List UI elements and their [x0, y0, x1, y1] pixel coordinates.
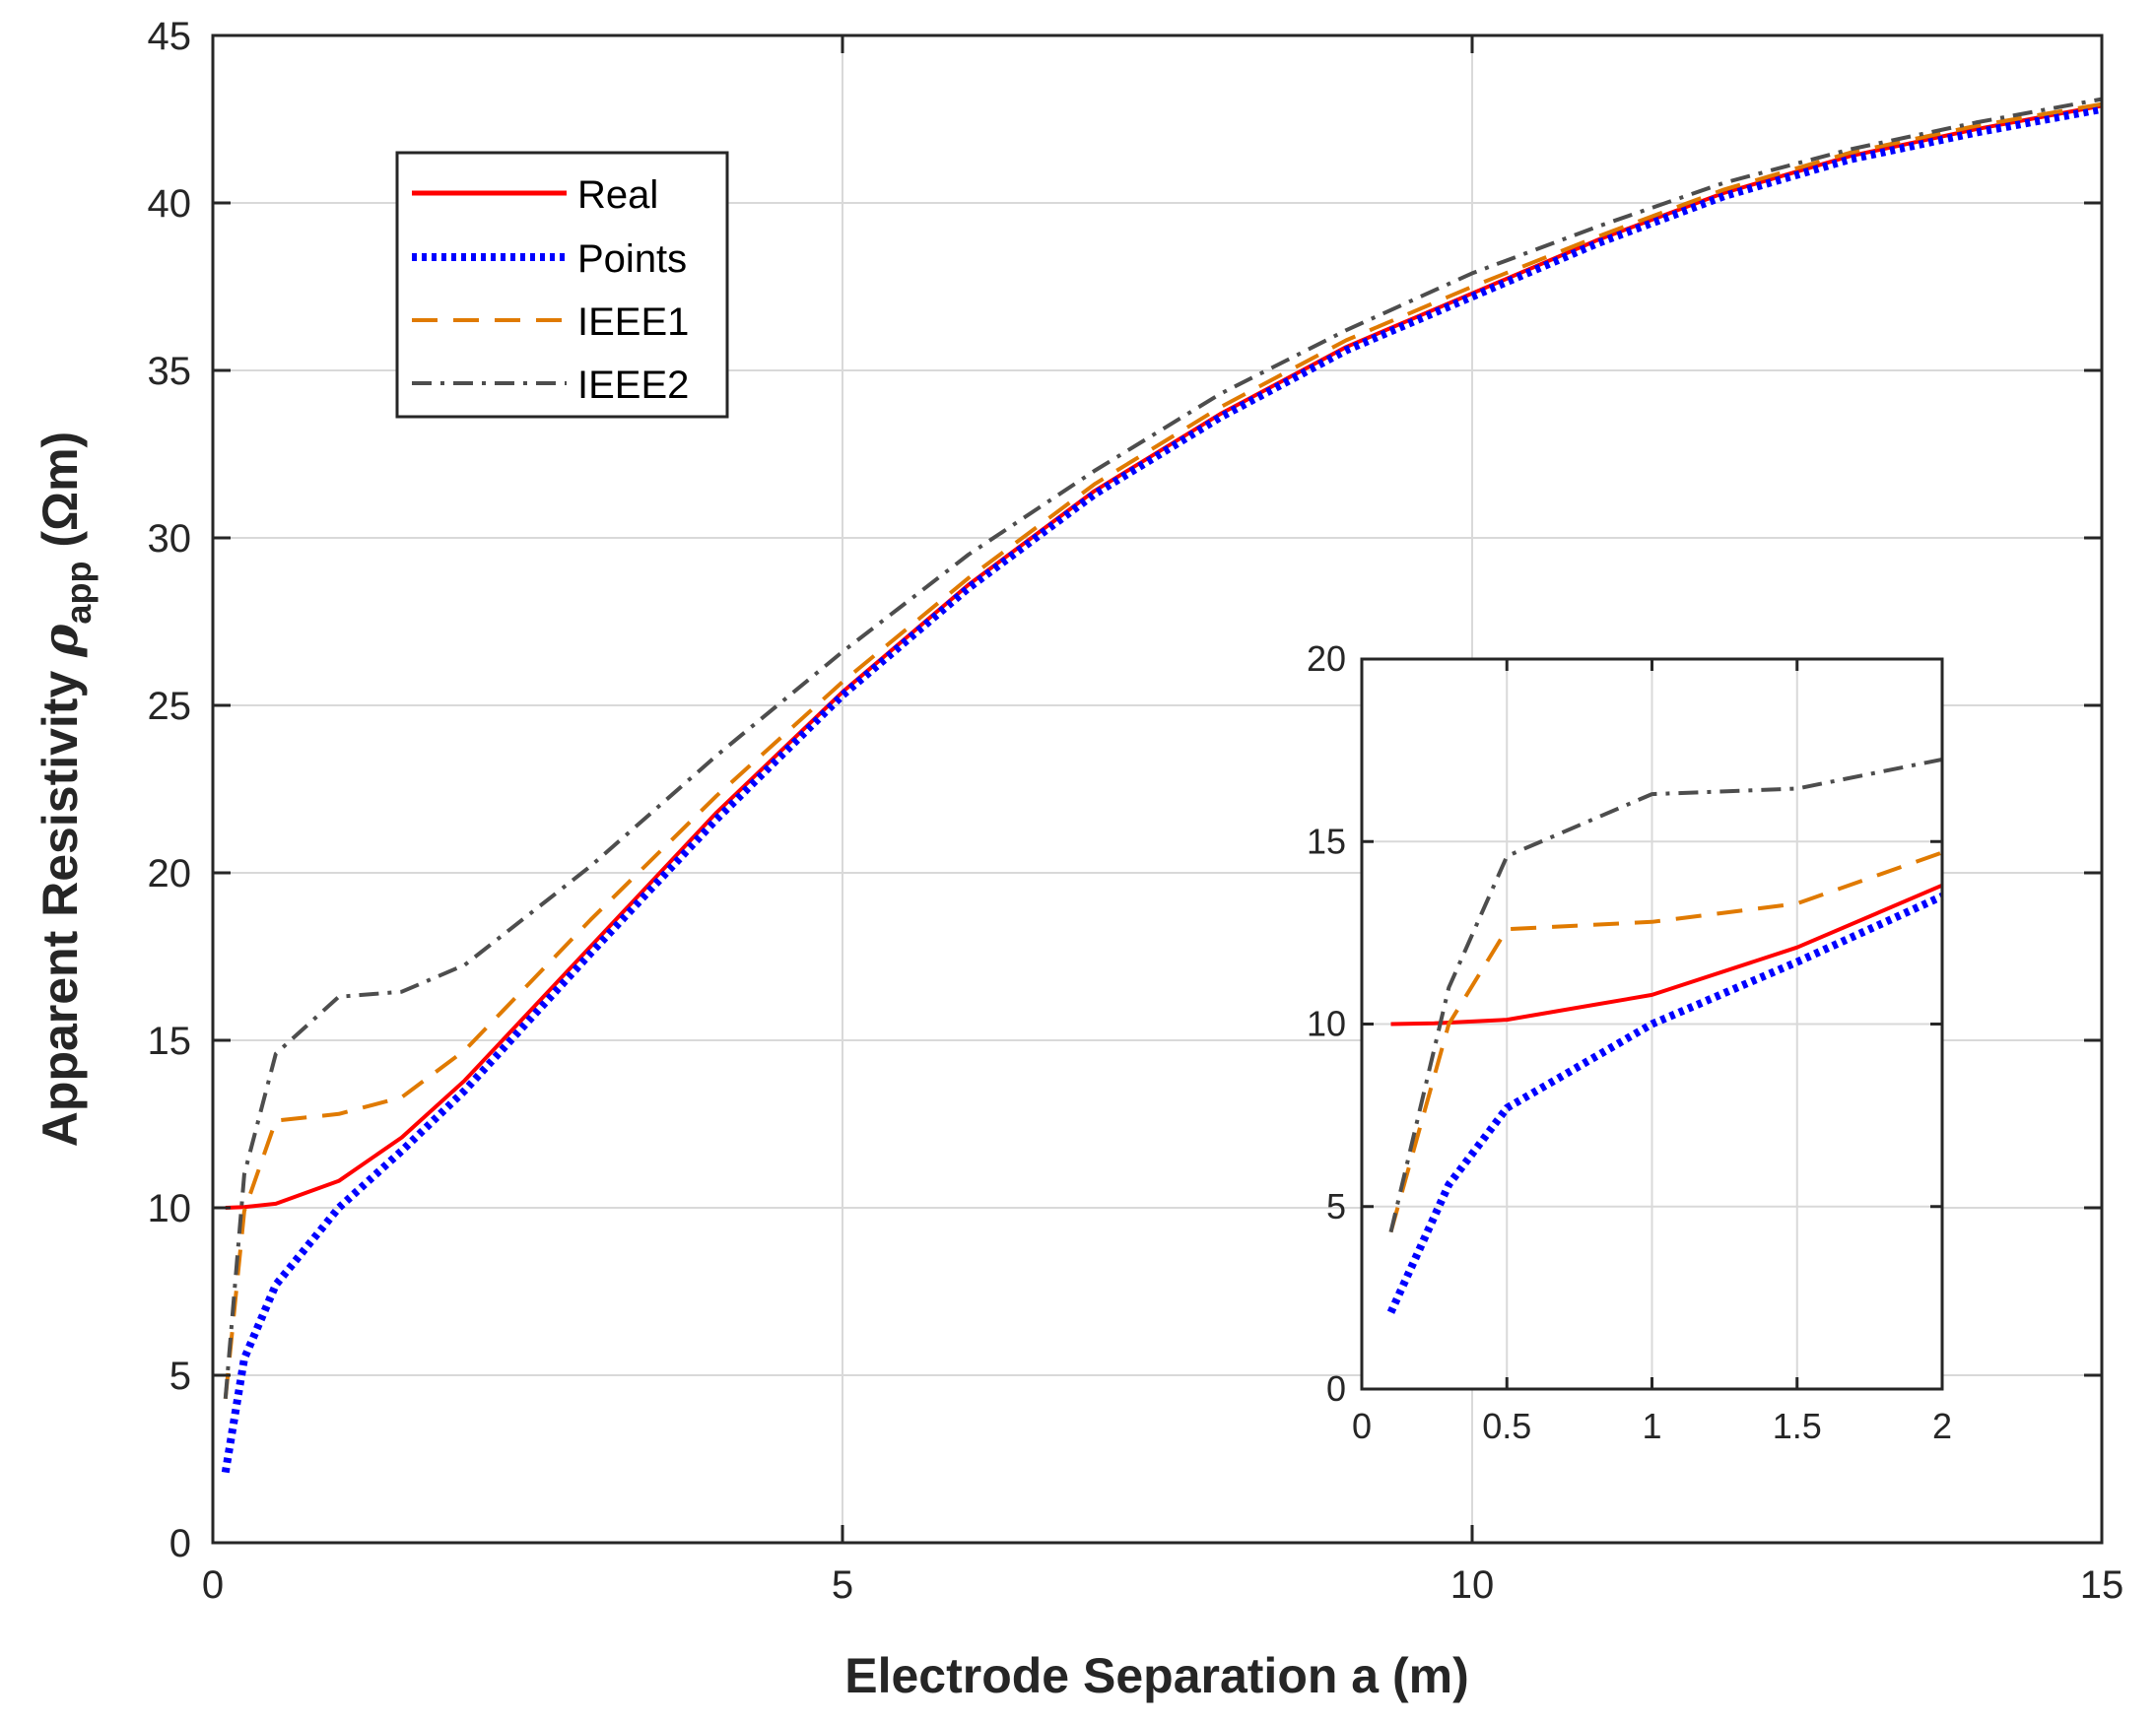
- inset-grid: [1362, 659, 1942, 1389]
- main-y-tick-label: 30: [148, 517, 192, 561]
- inset-x-tick-label: 1.5: [1773, 1406, 1822, 1446]
- inset-x-tick-label: 2: [1932, 1406, 1952, 1446]
- inset-y-tick-label: 0: [1326, 1368, 1346, 1409]
- inset-x-tick-label: 0.5: [1482, 1406, 1531, 1446]
- main-y-tick-label: 15: [148, 1020, 192, 1063]
- y-axis-label-symbol: ρ: [31, 624, 89, 658]
- main-y-tick-label: 35: [148, 350, 192, 393]
- legend-label-points: Points: [577, 237, 687, 281]
- legend: Real Points IEEE1 IEEE2: [395, 151, 729, 419]
- main-y-tick-label: 0: [169, 1522, 191, 1565]
- main-y-tick-label: 5: [169, 1355, 191, 1398]
- main-series-ieee1: [223, 101, 2103, 1399]
- inset-y-tick-label: 20: [1307, 638, 1346, 679]
- inset-y-tick-label: 15: [1307, 821, 1346, 861]
- inset-series-ieee1: [1388, 850, 1943, 1233]
- legend-label-ieee2: IEEE2: [577, 364, 689, 407]
- main-series: [221, 97, 2103, 1474]
- inset-series-real: [1390, 883, 1943, 1027]
- inset-x-tick-label: 0: [1352, 1406, 1372, 1446]
- main-y-tick-label: 25: [148, 685, 192, 728]
- inset-x-tick-label: 1: [1642, 1406, 1661, 1446]
- main-series-real: [225, 103, 2103, 1210]
- main-y-tick-label: 20: [148, 852, 192, 895]
- legend-box: [395, 151, 729, 419]
- y-axis-label-unit: (Ωm): [33, 431, 88, 562]
- legend-label-ieee1: IEEE1: [577, 300, 689, 344]
- main-x-tick-label: 10: [1450, 1563, 1495, 1607]
- main-series-ieee2: [223, 97, 2103, 1399]
- x-axis-label: Electrode Separation a (m): [844, 1648, 1469, 1703]
- legend-label-real: Real: [577, 173, 658, 217]
- inset-y-tick-label: 5: [1326, 1186, 1346, 1226]
- main-y-tick-label: 45: [148, 15, 192, 58]
- inset-y-tick-label: 10: [1307, 1004, 1346, 1044]
- y-axis-label: Apparent Resistivity ρapp (Ωm): [31, 431, 99, 1147]
- y-axis-label-main: Apparent Resistivity: [33, 657, 88, 1147]
- y-axis-label-subscript: app: [58, 562, 99, 625]
- inset-series-ieee2: [1388, 757, 1943, 1233]
- inset-series: [1386, 757, 1944, 1314]
- main-x-tick-label: 15: [2080, 1563, 2124, 1607]
- main-axes-frame: [211, 33, 2104, 1545]
- main-y-tick-label: 10: [148, 1187, 192, 1230]
- main-y-tick-label: 40: [148, 182, 192, 226]
- main-x-tick-label: 5: [832, 1563, 853, 1607]
- main-x-tick-label: 0: [202, 1563, 224, 1607]
